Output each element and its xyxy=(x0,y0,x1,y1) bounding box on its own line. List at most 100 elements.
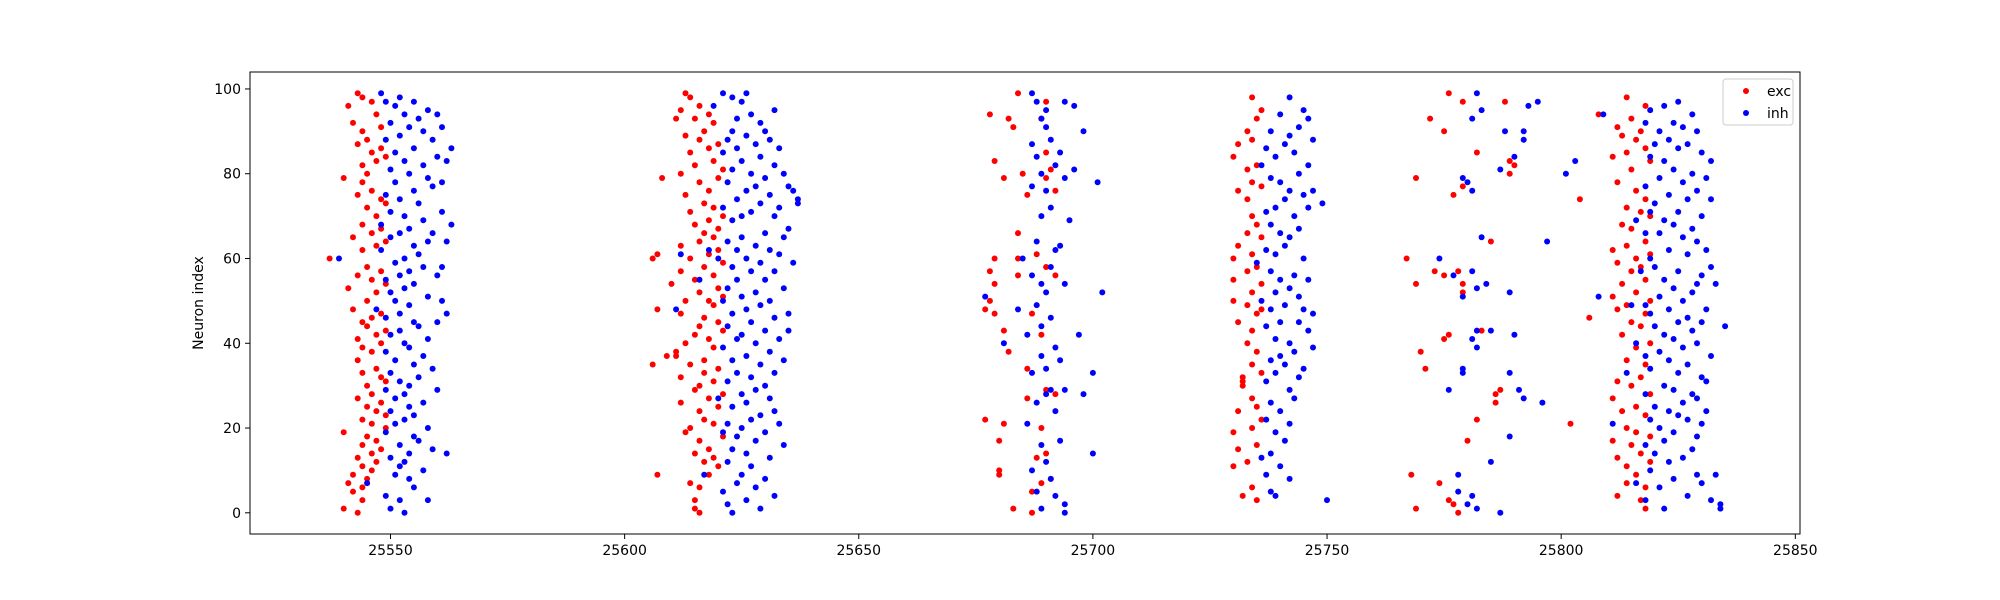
exc-spike-point xyxy=(696,136,703,143)
inh-spike-point xyxy=(1478,234,1485,241)
inh-spike-point xyxy=(1670,429,1677,436)
inh-spike-point xyxy=(776,145,783,152)
inh-spike-point xyxy=(410,242,417,249)
inh-spike-point xyxy=(1675,208,1682,215)
inh-spike-point xyxy=(401,255,408,262)
inh-spike-point xyxy=(382,276,389,283)
exc-spike-point xyxy=(1567,420,1574,427)
inh-spike-point xyxy=(1305,115,1312,122)
exc-spike-point xyxy=(677,310,684,317)
exc-spike-point xyxy=(354,357,361,364)
exc-spike-point xyxy=(1637,374,1644,381)
exc-spike-point xyxy=(373,437,380,444)
inh-spike-point xyxy=(429,136,436,143)
inh-spike-point xyxy=(757,259,764,266)
exc-spike-point xyxy=(687,208,694,215)
inh-spike-point xyxy=(1272,369,1279,376)
exc-spike-point xyxy=(364,433,371,440)
exc-spike-point xyxy=(1595,111,1602,118)
inh-spike-point xyxy=(406,225,413,232)
inh-spike-point xyxy=(448,145,455,152)
exc-spike-point xyxy=(359,369,366,376)
inh-spike-point xyxy=(1698,420,1705,427)
exc-spike-point xyxy=(1576,196,1583,203)
inh-spike-point xyxy=(1310,187,1316,194)
exc-spike-point xyxy=(1052,187,1059,194)
exc-spike-point xyxy=(378,399,385,406)
exc-spike-point xyxy=(1043,386,1050,393)
exc-spike-point xyxy=(378,225,385,232)
x-tick-label: 25800 xyxy=(1539,543,1584,559)
inh-spike-point xyxy=(1291,213,1298,220)
inh-spike-point xyxy=(701,471,708,478)
inh-spike-point xyxy=(1670,475,1677,482)
exc-spike-point xyxy=(1015,255,1021,262)
inh-spike-point xyxy=(424,238,431,245)
exc-spike-point xyxy=(1043,149,1050,156)
exc-spike-point xyxy=(691,386,698,393)
exc-spike-point xyxy=(350,234,356,241)
exc-spike-point xyxy=(354,509,361,516)
exc-spike-point xyxy=(701,416,708,423)
inh-spike-point xyxy=(1656,230,1663,237)
exc-spike-point xyxy=(373,331,380,338)
exc-spike-point xyxy=(1249,289,1256,296)
exc-spike-point xyxy=(1628,166,1635,173)
inh-spike-point xyxy=(1661,102,1668,109)
exc-spike-point xyxy=(354,336,361,342)
inh-spike-point xyxy=(1043,107,1050,114)
exc-spike-point xyxy=(1614,306,1621,313)
inh-spike-point xyxy=(1703,247,1710,253)
inh-spike-point xyxy=(1637,268,1644,275)
inh-spike-point xyxy=(1272,336,1279,342)
exc-spike-point xyxy=(677,242,684,249)
exc-spike-point xyxy=(1230,297,1237,304)
exc-spike-point xyxy=(1441,128,1448,135)
exc-spike-point xyxy=(659,175,666,181)
exc-spike-point xyxy=(1253,264,1260,270)
exc-spike-point xyxy=(354,191,361,198)
exc-spike-point xyxy=(687,94,694,101)
exc-spike-point xyxy=(701,128,708,135)
exc-spike-point xyxy=(345,480,352,487)
inh-spike-point xyxy=(1661,276,1668,283)
inh-spike-point xyxy=(780,357,787,364)
inh-spike-point xyxy=(424,175,431,181)
exc-spike-point xyxy=(1445,90,1452,97)
inh-spike-point xyxy=(1319,200,1326,207)
exc-spike-point xyxy=(1506,158,1513,164)
inh-spike-point xyxy=(1038,323,1045,330)
exc-spike-point xyxy=(1244,196,1251,203)
inh-spike-point xyxy=(396,230,403,237)
inh-spike-point xyxy=(1071,166,1078,173)
inh-spike-point xyxy=(734,145,740,152)
exc-spike-point xyxy=(1024,365,1031,372)
exc-spike-point xyxy=(982,416,989,423)
inh-spike-point xyxy=(757,505,764,512)
inh-spike-point xyxy=(420,467,427,474)
inh-spike-point xyxy=(790,259,797,266)
inh-spike-point xyxy=(1024,420,1031,427)
inh-spike-point xyxy=(382,386,389,393)
inh-spike-point xyxy=(1459,175,1466,181)
inh-spike-point xyxy=(766,454,773,461)
inh-spike-point xyxy=(794,200,801,207)
inh-spike-point xyxy=(752,340,759,347)
inh-spike-point xyxy=(401,509,408,516)
inh-spike-point xyxy=(401,391,408,398)
inh-spike-point xyxy=(1689,111,1696,118)
exc-spike-point xyxy=(991,158,998,164)
inh-spike-point xyxy=(1679,344,1686,351)
inh-spike-point xyxy=(1675,412,1682,419)
inh-spike-point xyxy=(420,162,427,169)
inh-spike-point xyxy=(738,391,745,398)
exc-spike-point xyxy=(350,119,356,126)
exc-spike-point xyxy=(701,314,708,321)
exc-spike-point xyxy=(1249,425,1256,431)
exc-spike-point xyxy=(654,251,661,258)
inh-spike-point xyxy=(429,446,436,453)
exc-spike-point xyxy=(1403,255,1410,262)
inh-spike-point xyxy=(1684,251,1691,258)
exc-spike-point xyxy=(710,420,717,427)
inh-spike-point xyxy=(982,293,989,300)
